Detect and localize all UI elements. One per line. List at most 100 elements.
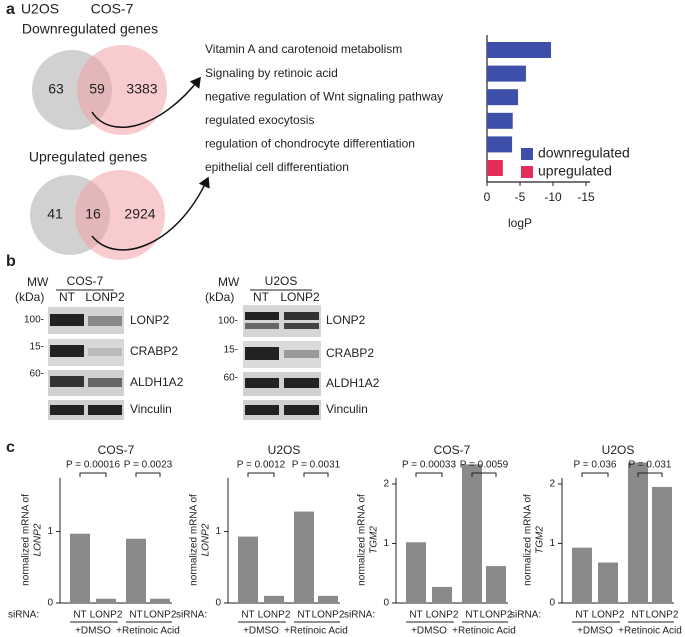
chart-title: U2OS xyxy=(268,443,301,457)
bar xyxy=(238,536,258,603)
band xyxy=(50,345,84,357)
cell-label: U2OS xyxy=(265,274,298,288)
x-tick-label: NT xyxy=(631,610,644,621)
bar xyxy=(294,511,314,603)
y-axis-label: normalized mRNA of xyxy=(357,494,368,586)
bar xyxy=(572,547,592,603)
p-value: P = 0.0059 xyxy=(460,460,509,471)
y-tick-label: 1 xyxy=(215,526,221,537)
band xyxy=(245,378,279,388)
bar xyxy=(126,538,146,603)
protein-label: CRABP2 xyxy=(326,346,374,360)
p-value: P = 0.0012 xyxy=(237,460,286,471)
legend-label: upregulated xyxy=(538,163,612,179)
x-tick-label: -10 xyxy=(544,190,562,204)
group-label: +DMSO xyxy=(577,626,613,637)
x-tick-label: NT xyxy=(241,610,254,621)
protein-label: ALDH1A2 xyxy=(130,375,184,389)
bar xyxy=(487,112,513,129)
y-tick-label: 1 xyxy=(47,526,53,537)
category-label: negative regulation of Wnt signaling pat… xyxy=(205,89,443,103)
lane-label: LONP2 xyxy=(280,290,320,304)
panel-label: a xyxy=(6,1,15,18)
venn-count: 16 xyxy=(85,206,101,222)
bar xyxy=(487,42,552,58)
x-tick-label: -15 xyxy=(577,190,595,204)
significance-bracket xyxy=(135,472,161,477)
band xyxy=(88,316,122,326)
mw-marker: 15- xyxy=(30,342,44,353)
bar xyxy=(150,598,170,603)
p-value: P = 0.00016 xyxy=(66,460,120,471)
x-axis-label: siRNA: xyxy=(344,610,375,621)
venn-count: 59 xyxy=(89,81,105,97)
y-axis-label: normalized mRNA of xyxy=(21,494,32,586)
y-tick-label: 0 xyxy=(549,598,555,609)
band xyxy=(284,312,319,320)
y-axis-gene: LONP2 xyxy=(201,523,212,556)
arrow xyxy=(91,76,201,128)
category-label: regulated exocytosis xyxy=(205,113,314,127)
band xyxy=(284,378,319,388)
band xyxy=(50,405,84,415)
p-value: P = 0.036 xyxy=(574,460,617,471)
significance-bracket xyxy=(415,472,443,477)
mw-marker: 100- xyxy=(24,315,44,326)
mw-label: MW xyxy=(218,275,240,289)
bar xyxy=(318,595,338,603)
group-label: +Retinoic Acid xyxy=(618,626,682,637)
protein-label: LONP2 xyxy=(326,313,366,327)
x-axis-label: siRNA: xyxy=(8,610,39,621)
x-tick-label: LONP2 xyxy=(480,610,513,621)
x-tick-label: LONP2 xyxy=(144,610,177,621)
venn-count: 63 xyxy=(48,81,64,97)
legend-swatch xyxy=(521,166,533,178)
group-label: +Retinoic Acid xyxy=(116,626,180,637)
band xyxy=(245,323,279,329)
cell-label: U2OS xyxy=(21,1,59,17)
kda-label: (kDa) xyxy=(205,290,234,304)
x-axis-label: logP xyxy=(508,216,532,230)
band xyxy=(245,405,279,415)
p-value: P = 0.00033 xyxy=(402,460,456,471)
chart-title: COS-7 xyxy=(434,443,471,457)
p-value: P = 0.031 xyxy=(629,460,672,471)
group-label: +DMSO xyxy=(75,626,111,637)
p-value: P = 0.0031 xyxy=(292,460,341,471)
bar xyxy=(487,160,503,176)
band xyxy=(88,378,122,387)
arrow xyxy=(91,176,210,251)
protein-label: CRABP2 xyxy=(130,344,178,358)
x-tick-label: LONP2 xyxy=(646,610,679,621)
x-tick-label: NT xyxy=(129,610,142,621)
group-label: +DMSO xyxy=(243,626,279,637)
band xyxy=(284,350,319,358)
x-tick-label: NT xyxy=(575,610,588,621)
x-tick-label: NT xyxy=(73,610,86,621)
protein-label: Vinculin xyxy=(130,402,172,416)
significance-bracket xyxy=(637,472,663,477)
protein-label: ALDH1A2 xyxy=(326,376,380,390)
significance-bracket xyxy=(581,472,609,477)
bar xyxy=(652,486,672,603)
significance-bracket xyxy=(247,472,275,477)
band xyxy=(50,376,84,387)
x-tick-label: -5 xyxy=(515,190,526,204)
y-axis-label: normalized mRNA of xyxy=(523,494,534,586)
venn-count: 3383 xyxy=(126,81,157,97)
venn-title: Upregulated genes xyxy=(29,149,147,165)
protein-label: LONP2 xyxy=(130,313,170,327)
bar xyxy=(70,533,90,603)
venn-count: 2924 xyxy=(124,206,155,222)
chart-title: COS-7 xyxy=(98,443,135,457)
x-tick-label: LONP2 xyxy=(90,610,123,621)
lane-label: NT xyxy=(59,290,76,304)
bar xyxy=(432,586,452,603)
category-label: Vitamin A and carotenoid metabolism xyxy=(205,42,402,56)
blot-left xyxy=(48,289,124,420)
y-tick-label: 1 xyxy=(383,538,389,549)
group-label: +DMSO xyxy=(411,626,447,637)
y-tick-label: 0 xyxy=(215,598,221,609)
y-tick-label: 2 xyxy=(383,479,389,490)
bar xyxy=(628,462,648,603)
